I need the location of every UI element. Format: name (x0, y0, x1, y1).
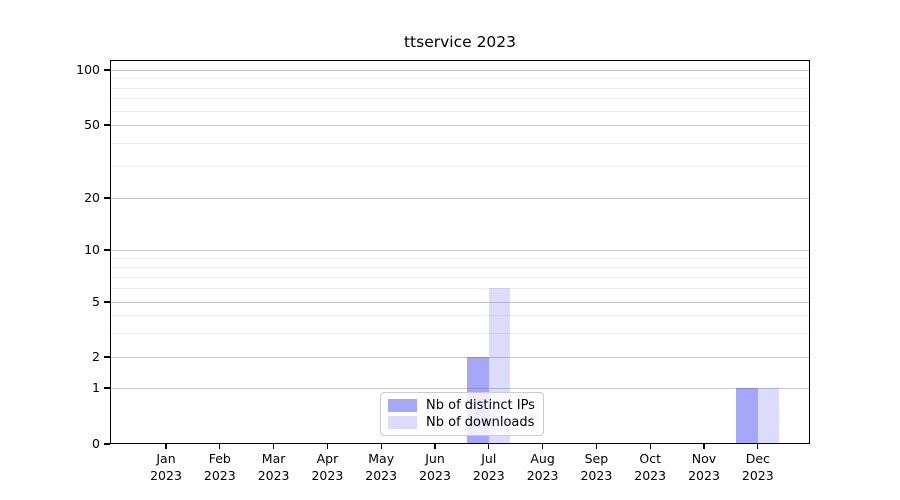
y-tick-mark (104, 387, 110, 389)
x-tick-label-year: 2023 (688, 467, 720, 483)
gridline-minor (110, 142, 810, 144)
legend: Nb of distinct IPs Nb of downloads (380, 392, 544, 436)
gridline-minor (110, 276, 810, 278)
gridline-minor (110, 332, 810, 334)
x-tick-label: Jun 2023 (407, 451, 463, 484)
legend-swatch-downloads (388, 416, 417, 429)
x-tick-label-year: 2023 (257, 467, 290, 483)
x-tick-label-month: Jul (481, 451, 497, 466)
gridline-minor (110, 110, 810, 112)
x-tick-mark (326, 444, 329, 449)
x-tick-mark (380, 444, 382, 449)
x-tick-mark (219, 444, 221, 449)
x-tick-mark (595, 444, 598, 449)
x-tick-label-year: 2023 (472, 467, 505, 483)
plot-area (110, 60, 810, 444)
x-tick-label-year: 2023 (203, 467, 236, 483)
x-tick-label: Jan 2023 (138, 451, 194, 484)
gridline-minor (110, 87, 810, 89)
x-tick-label-month: Jun (425, 451, 445, 466)
x-tick-label-month: Nov (691, 451, 717, 466)
legend-label: Nb of distinct IPs (426, 398, 535, 413)
legend-item: Nb of distinct IPs (388, 398, 536, 413)
y-tick-label: 50 (84, 117, 100, 132)
x-tick-label-month: Sep (584, 451, 609, 466)
x-tick-label-year: 2023 (580, 467, 613, 483)
y-tick-mark (104, 301, 110, 303)
x-tick-label-year: 2023 (150, 467, 182, 483)
x-tick-label: Aug 2023 (515, 451, 571, 484)
x-tick-label-year: 2023 (526, 467, 559, 483)
x-tick-mark (434, 444, 436, 449)
gridline-minor (110, 266, 810, 268)
x-tick-label: May 2023 (353, 451, 409, 484)
legend-label: Nb of downloads (426, 415, 535, 430)
x-tick-label-month: Apr (316, 451, 339, 466)
y-tick-label: 1 (92, 380, 100, 395)
gridline-major (110, 302, 810, 303)
y-tick-label: 2 (92, 349, 100, 364)
x-tick-label: Mar 2023 (246, 451, 302, 484)
x-tick-label-month: Feb (208, 451, 231, 466)
y-tick-mark (104, 69, 110, 71)
y-tick-label: 5 (92, 294, 100, 309)
x-tick-label-month: Oct (639, 451, 661, 466)
x-tick-label: Jul 2023 (461, 451, 517, 484)
x-tick-mark (272, 444, 275, 449)
gridline-major (110, 388, 810, 389)
y-tick-mark (104, 356, 110, 358)
y-tick-mark (104, 249, 110, 251)
x-tick-mark (649, 444, 651, 449)
x-tick-label-year: 2023 (365, 467, 398, 483)
x-tick-label: Dec 2023 (730, 451, 786, 484)
legend-swatch-distinct-ips (388, 399, 417, 412)
y-tick-label: 20 (84, 190, 100, 205)
legend-item: Nb of downloads (388, 415, 536, 430)
y-tick-mark (104, 197, 110, 199)
gridline-minor (110, 98, 810, 100)
y-tick-mark (104, 443, 110, 445)
gridline-minor (110, 78, 810, 80)
bar-distinct-ips (736, 388, 758, 444)
gridline-minor (110, 315, 810, 317)
gridline-minor (110, 257, 810, 259)
x-tick-label-month: Mar (261, 451, 286, 466)
x-tick-label-month: May (368, 451, 395, 466)
x-tick-mark (165, 444, 167, 449)
x-tick-label-month: Dec (745, 451, 770, 466)
y-tick-mark (104, 124, 110, 126)
gridline-major (110, 70, 810, 71)
x-tick-label-year: 2023 (311, 467, 344, 483)
x-tick-label: Oct 2023 (622, 451, 678, 484)
bar-downloads (757, 388, 780, 444)
y-tick-label: 10 (84, 242, 100, 257)
y-tick-label: 100 (76, 62, 100, 77)
x-tick-label-year: 2023 (634, 467, 667, 483)
gridline-minor (110, 165, 810, 167)
gridline-major (110, 250, 810, 251)
x-tick-label-year: 2023 (419, 467, 451, 483)
x-tick-label: Feb 2023 (192, 451, 248, 484)
gridline-major (110, 125, 810, 126)
gridline-major (110, 198, 810, 199)
x-tick-label-month: Aug (530, 451, 555, 466)
chart-title: ttservice 2023 (403, 33, 517, 51)
y-tick-label: 0 (92, 436, 100, 451)
x-tick-mark (488, 444, 490, 449)
x-tick-label: Apr 2023 (299, 451, 355, 484)
x-tick-mark (703, 444, 705, 449)
x-tick-label: Sep 2023 (568, 451, 624, 484)
gridline-major (110, 357, 810, 358)
x-tick-mark (541, 444, 544, 449)
x-tick-label-month: Jan (156, 451, 176, 466)
x-tick-label: Nov 2023 (676, 451, 732, 484)
x-tick-mark (757, 444, 759, 449)
gridline-minor (110, 288, 810, 290)
x-tick-label-year: 2023 (741, 467, 774, 483)
